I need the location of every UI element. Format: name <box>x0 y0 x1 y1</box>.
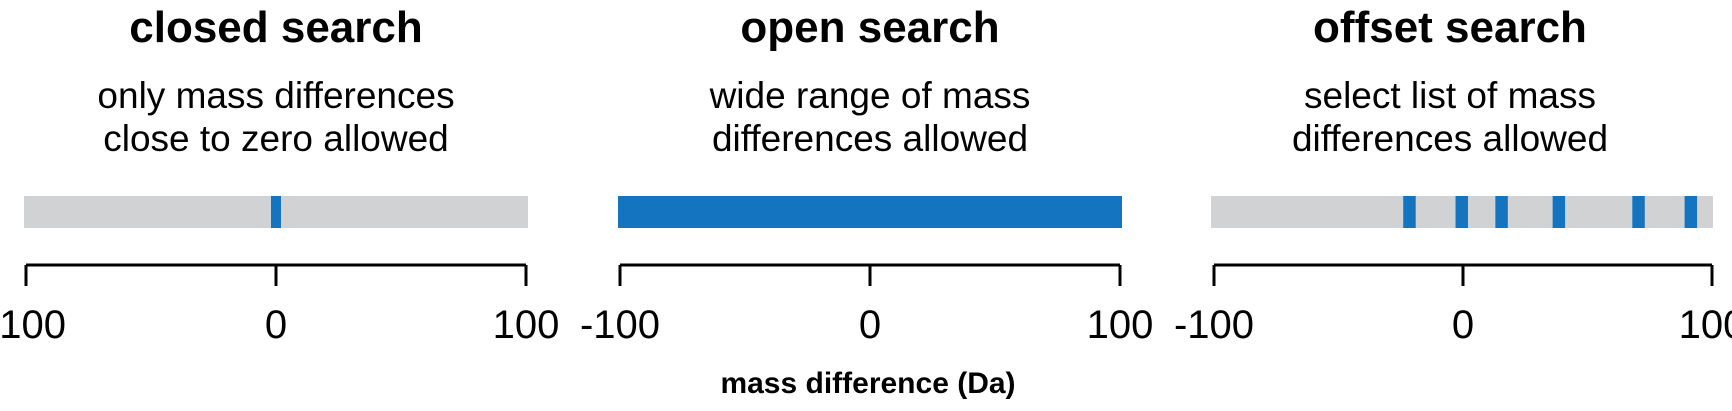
allowed-regions <box>271 196 281 228</box>
panel-description-line-1: select list of mass <box>1304 75 1596 116</box>
mass-range-track <box>618 196 1122 228</box>
x-axis-label: mass difference (Da) <box>720 367 1015 400</box>
axis-ticks: -100 0 100 <box>0 265 559 347</box>
panel-description-line-2: close to zero allowed <box>103 118 449 159</box>
axis-tick-label-1: 0 <box>859 303 881 347</box>
allowed-region-3 <box>1552 196 1566 228</box>
allowed-region-4 <box>1632 196 1645 228</box>
allowed-region-2 <box>1495 196 1508 228</box>
panel-title: offset search <box>1313 3 1587 52</box>
panel-closed-search: closed search only mass differences clos… <box>0 3 559 347</box>
x-axis: -100 0 100 <box>1174 263 1732 347</box>
panel-title: closed search <box>129 3 423 52</box>
axis-tick-label-0: -100 <box>1174 303 1254 347</box>
allowed-region-5 <box>1684 196 1698 228</box>
axis-tick-label-2: 100 <box>1679 303 1732 347</box>
panel-description-line-2: differences allowed <box>712 118 1028 159</box>
x-axis: -100 0 100 <box>580 263 1153 347</box>
allowed-regions <box>1403 196 1698 228</box>
allowed-region-1 <box>1455 196 1468 228</box>
axis-tick-label-2: 100 <box>493 303 560 347</box>
x-axis: -100 0 100 <box>0 263 559 347</box>
panel-description-line-1: wide range of mass <box>709 75 1031 116</box>
axis-ticks: -100 0 100 <box>580 265 1153 347</box>
axis-tick-label-0: -100 <box>0 303 66 347</box>
panel-open-search: open search wide range of mass differenc… <box>580 3 1153 347</box>
allowed-region-0 <box>271 196 281 228</box>
allowed-region-0 <box>1403 196 1416 228</box>
panel-description-line-2: differences allowed <box>1292 118 1608 159</box>
axis-tick-label-1: 0 <box>265 303 287 347</box>
panel-description-line-1: only mass differences <box>97 75 454 116</box>
axis-tick-label-0: -100 <box>580 303 660 347</box>
axis-tick-label-1: 0 <box>1452 303 1474 347</box>
axis-tick-label-2: 100 <box>1087 303 1154 347</box>
axis-ticks: -100 0 100 <box>1174 265 1732 347</box>
panel-title: open search <box>740 3 999 52</box>
panel-offset-search: offset search select list of mass differ… <box>1174 3 1732 347</box>
